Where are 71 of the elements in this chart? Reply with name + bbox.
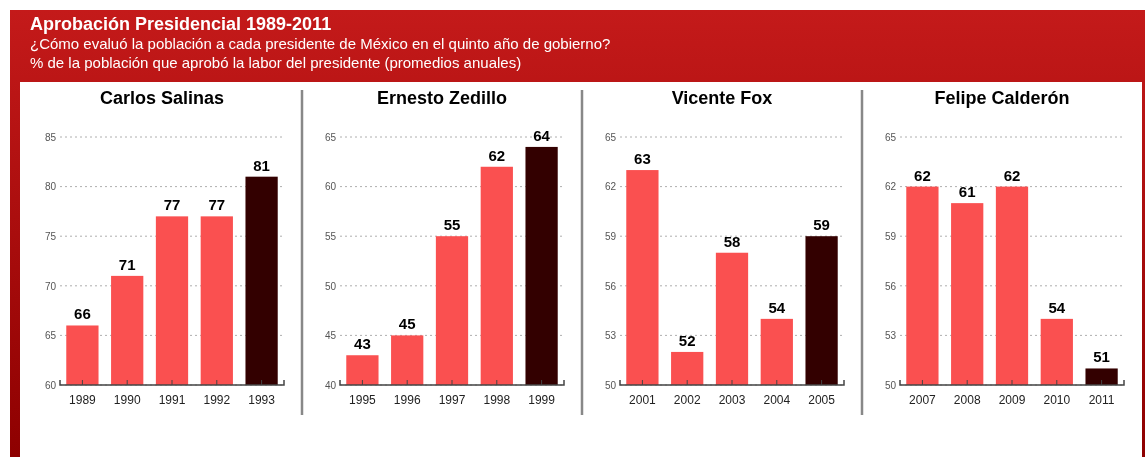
x-tick-label: 1990 [113,392,141,407]
y-tick-label: 65 [44,330,57,342]
x-tick-label: 1998 [483,392,511,407]
x-tick-label: 2007 [909,392,937,407]
x-tick-label: 2011 [1088,392,1115,407]
x-tick-label: 2003 [718,392,746,407]
text: Aprobación Presidencial 1989-2011 [30,14,332,34]
y-tick-label: 50 [324,280,337,292]
x-tick-label: 1997 [438,392,466,407]
y-tick-label: 59 [604,230,617,242]
y-tick-label: 45 [324,330,337,342]
y-tick-label: 53 [884,330,897,342]
data-label: 54 [1048,298,1066,316]
data-label: 55 [443,216,461,234]
y-tick-label: 70 [44,280,57,292]
y-tick-label: 55 [324,230,337,242]
data-label: 62 [1003,166,1021,184]
data-label: 62 [914,166,931,184]
x-tick-label: 2004 [763,392,791,407]
chart-title: Vicente Fox [671,88,773,108]
x-tick-label: 1991 [158,392,186,407]
x-tick-label: 2002 [673,392,701,407]
data-label: 77 [208,196,226,214]
data-label: 71 [118,255,136,273]
chart-title: Ernesto Zedillo [376,88,508,108]
data-label: 58 [723,232,741,250]
data-label: 61 [958,183,976,201]
y-tick-label: 56 [604,280,617,292]
y-tick-label: 80 [44,181,57,193]
y-tick-label: 65 [604,131,617,143]
y-tick-label: 53 [604,330,617,342]
y-tick-label: 75 [44,230,57,242]
data-label: 77 [163,196,181,214]
x-tick-label: 2008 [953,392,981,407]
data-label: 64 [533,126,551,144]
x-tick-label: 1999 [528,392,556,407]
x-tick-label: 2010 [1043,392,1071,407]
y-tick-label: 60 [324,181,337,193]
data-label: 59 [813,216,830,234]
x-tick-label: 2009 [998,392,1026,407]
y-tick-label: 50 [604,379,617,391]
y-tick-label: 40 [324,379,337,391]
data-label: 52 [678,331,696,349]
y-tick-label: 62 [604,181,617,193]
data-label: 81 [253,156,270,174]
data-label: 51 [1093,348,1110,366]
text: % de la población que aprobó la labor del presidente (promedios anuales) [30,54,522,71]
x-tick-label: 1993 [248,392,276,407]
x-tick-label: 1995 [349,392,377,407]
y-tick-label: 56 [884,280,897,292]
data-label: 62 [488,146,506,164]
y-tick-label: 65 [324,131,337,143]
chart-title: Felipe Calderón [934,88,1070,108]
data-label: 66 [74,305,91,323]
y-tick-label: 65 [884,131,897,143]
data-label: 54 [768,298,786,316]
y-tick-label: 59 [884,230,897,242]
x-tick-label: 1996 [393,392,421,407]
x-tick-label: 2005 [808,392,836,407]
chart-title: Carlos Salinas [99,88,225,108]
data-label: 45 [398,315,416,333]
y-tick-label: 60 [44,379,57,391]
y-tick-label: 62 [884,181,897,193]
data-label: 43 [354,335,371,353]
x-tick-label: 2001 [629,392,657,407]
x-tick-label: 1992 [203,392,231,407]
data-label: 63 [634,150,651,168]
y-tick-label: 50 [884,379,897,391]
x-tick-label: 1989 [69,392,97,407]
y-tick-label: 85 [44,131,57,143]
text: ¿Cómo evaluó la población a cada presidente de México en el quinto año de gobierno? [30,35,611,52]
